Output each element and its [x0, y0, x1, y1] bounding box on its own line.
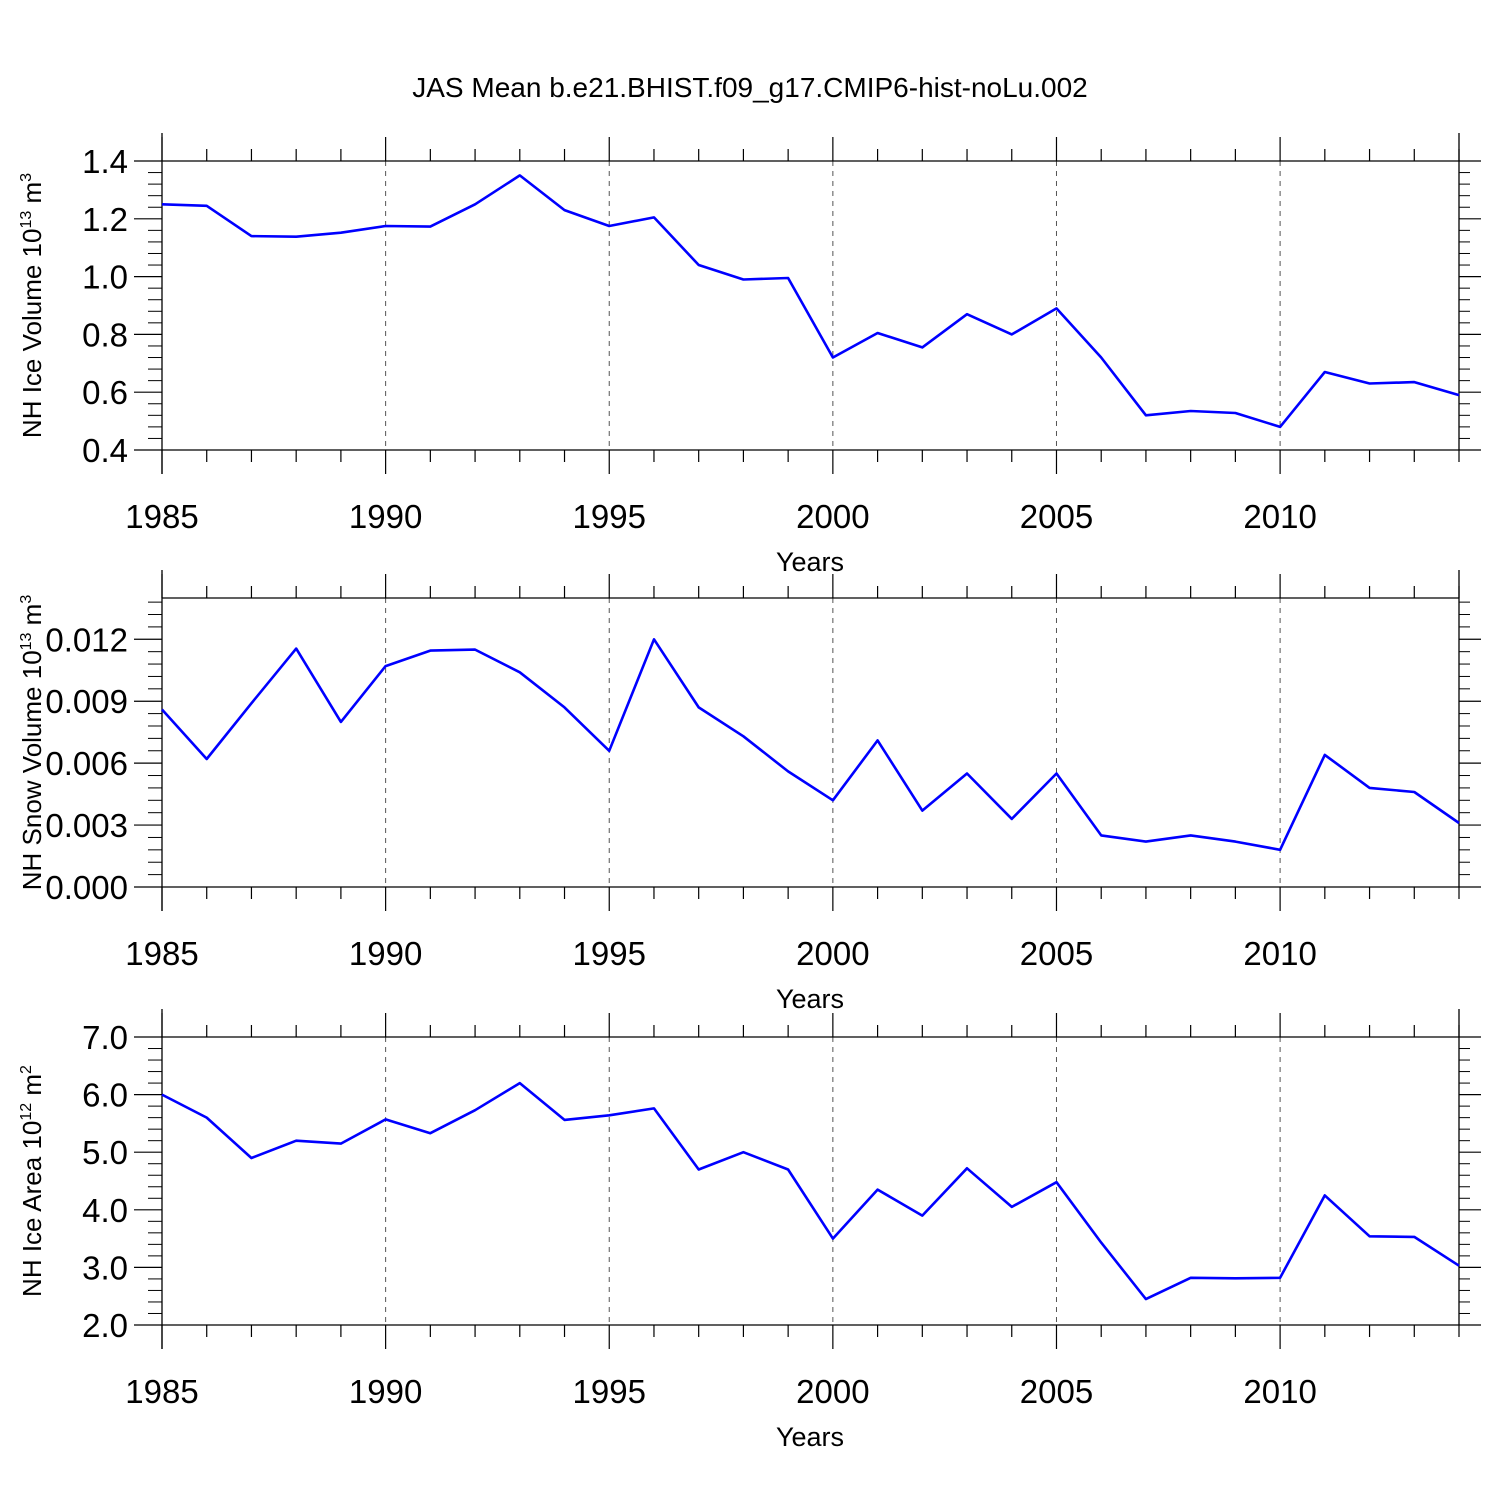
x-tick-label: 2005 [1020, 935, 1093, 972]
x-tick-label: 2000 [796, 1373, 869, 1410]
x-tick-label: 1985 [125, 498, 198, 535]
series-line [161, 174, 1460, 429]
x-tick-label: 1990 [349, 1373, 422, 1410]
x-tick-label: 1990 [349, 498, 422, 535]
y-tick-label: 0.8 [82, 316, 128, 353]
y-axis-label: NH Ice Volume 1013 m3 [17, 173, 47, 438]
series-line [161, 1081, 1460, 1301]
panel-2: 1985 1990 1995 2000 2005 2010 0.000 0.003 0.006 0… [17, 570, 1481, 1014]
y-tick-label: 1.2 [82, 201, 128, 238]
y-axis-label: NH Snow Volume 1013 m3 [17, 595, 47, 891]
x-tick-label: 1995 [573, 935, 646, 972]
x-tick-label: 1995 [573, 498, 646, 535]
x-tick-label: 2000 [796, 935, 869, 972]
y-tick-label: 2.0 [82, 1307, 128, 1344]
series-line [161, 637, 1460, 852]
x-tick-label: 2000 [796, 498, 869, 535]
y-tick-label: 0.4 [82, 432, 128, 469]
x-axis-label: Years [776, 1422, 844, 1452]
y-tick-label: 0.6 [82, 374, 128, 411]
y-tick-label: 1.4 [82, 143, 128, 180]
y-tick-label: 6.0 [82, 1077, 128, 1114]
x-axis-label: Years [776, 984, 844, 1014]
figure-title: JAS Mean b.e21.BHIST.f09_g17.CMIP6-hist-… [412, 72, 1088, 103]
y-tick-label: 1.0 [82, 259, 128, 296]
y-tick-label: 0.006 [45, 745, 128, 782]
y-tick-label: 0.003 [45, 807, 128, 844]
x-tick-label: 1985 [125, 935, 198, 972]
y-tick-label: 0.009 [45, 683, 128, 720]
y-tick-label: 4.0 [82, 1192, 128, 1229]
y-tick-label: 7.0 [82, 1019, 128, 1056]
y-axis-label: NH Ice Area 1012 m2 [17, 1065, 47, 1297]
x-tick-label: 1985 [125, 1373, 198, 1410]
x-tick-label: 1990 [349, 935, 422, 972]
x-tick-label: 2010 [1243, 498, 1316, 535]
panel-1: 1985 1990 1995 2000 2005 2010 0.4 0.6 0.8 1.0 1.2 1… [17, 133, 1481, 577]
y-tick-label: 0.012 [45, 621, 128, 658]
y-tick-label: 0.000 [45, 869, 128, 906]
x-tick-label: 2005 [1020, 1373, 1093, 1410]
x-tick-label: 2010 [1243, 935, 1316, 972]
panel-3: 1985 1990 1995 2000 2005 2010 2.0 3.0 4.0 5.0 6.0 7… [17, 1009, 1481, 1452]
y-tick-label: 3.0 [82, 1249, 128, 1286]
x-tick-label: 1995 [573, 1373, 646, 1410]
x-tick-label: 2005 [1020, 498, 1093, 535]
x-tick-label: 2010 [1243, 1373, 1316, 1410]
y-tick-label: 5.0 [82, 1134, 128, 1171]
x-axis-label: Years [776, 547, 844, 577]
